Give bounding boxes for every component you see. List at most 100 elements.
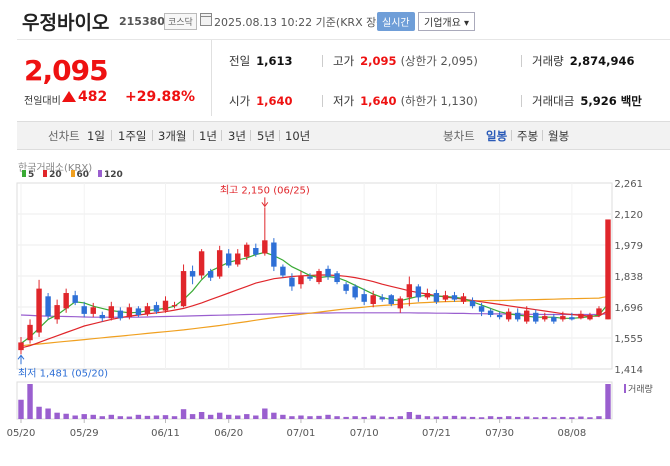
volume-bar: [27, 384, 33, 419]
candle-body: [334, 273, 340, 283]
volume-bar: [578, 416, 584, 419]
candle: [235, 249, 241, 267]
candle: [162, 296, 169, 313]
candle: [397, 296, 404, 313]
volume-plot-frame: [16, 381, 613, 420]
volume-bar: [587, 417, 593, 419]
volume-bar: [505, 416, 512, 419]
volume-bar: [36, 406, 42, 419]
volume-bar: [334, 416, 340, 419]
y-tick-label: 1,979: [614, 241, 643, 252]
candle: [271, 238, 277, 272]
volume-bar: [424, 416, 431, 419]
volume-bar: [514, 416, 521, 419]
low-arrow-head: [17, 354, 25, 360]
candle-body: [560, 316, 566, 320]
candle-body: [478, 306, 485, 312]
candle: [117, 307, 124, 321]
candle: [524, 306, 530, 324]
volume-bar: [289, 416, 295, 419]
candle: [487, 308, 494, 318]
candle-body: [496, 314, 503, 318]
company-overview-dropdown[interactable]: 기업개요 ▾: [418, 12, 475, 31]
legend-ma20: 20: [43, 170, 62, 180]
candle: [578, 310, 584, 320]
candle-body: [514, 312, 521, 320]
stat-label: 거래량: [532, 54, 564, 68]
x-tick-label: 08/08: [557, 428, 586, 439]
x-tick-label: 07/30: [485, 428, 514, 439]
volume-bar: [406, 412, 413, 419]
candle: [569, 312, 575, 321]
stat-label: 고가: [333, 54, 355, 68]
candle: [153, 301, 160, 314]
period-daily-candle[interactable]: 일봉: [486, 129, 508, 143]
candle: [424, 288, 431, 300]
candle-body: [505, 311, 512, 320]
volume-bar: [379, 416, 385, 419]
candle-body: [108, 306, 115, 319]
candle: [442, 290, 449, 302]
period-1d[interactable]: 1일: [87, 129, 105, 143]
volume-bar: [216, 412, 223, 419]
period-3y[interactable]: 3년: [228, 129, 246, 143]
candle-body: [171, 305, 178, 307]
candle-body: [235, 253, 241, 265]
period-1w[interactable]: 1주일: [118, 129, 147, 143]
stat-value: 1,613: [256, 54, 293, 68]
stat-divider: [322, 55, 323, 67]
period-monthly-candle[interactable]: 월봉: [548, 129, 570, 143]
volume-bar: [469, 416, 476, 419]
period-1y[interactable]: 1년: [199, 129, 217, 143]
candle: [433, 289, 440, 304]
volume-bar: [244, 414, 250, 419]
candle-body: [244, 244, 250, 257]
candle-body: [596, 308, 602, 315]
volume-bar: [533, 417, 539, 419]
period-5y[interactable]: 5년: [257, 129, 275, 143]
candle: [171, 301, 178, 309]
volume-bar: [325, 414, 331, 419]
period-10y[interactable]: 10년: [285, 129, 311, 143]
realtime-button[interactable]: 실시간: [377, 12, 415, 31]
candle: [361, 288, 367, 306]
volume-legend-swatch: [624, 384, 626, 393]
candle-body: [162, 300, 169, 311]
period-3m[interactable]: 3개월: [158, 129, 187, 143]
candle: [63, 288, 69, 313]
candle-body: [135, 308, 142, 315]
candle: [379, 294, 385, 302]
volume-bar: [280, 414, 286, 419]
candle: [551, 313, 557, 324]
x-tick-label: 05/29: [70, 428, 99, 439]
stock-code: 215380: [119, 15, 165, 28]
legend-ma60-label: 60: [76, 170, 90, 180]
candle-body: [36, 288, 42, 333]
candle: [605, 219, 611, 320]
stat-note: (하한가 1,130): [400, 94, 478, 108]
candle-body: [397, 298, 404, 309]
volume-bar: [478, 417, 485, 419]
candle: [343, 282, 349, 295]
candle-body: [460, 296, 467, 302]
candle: [469, 297, 476, 309]
candle-body: [343, 284, 349, 291]
volume-bar: [343, 416, 349, 419]
volume-bar: [298, 415, 304, 419]
period-weekly-candle[interactable]: 주봉: [517, 129, 539, 143]
candle: [334, 271, 340, 285]
candle: [505, 308, 512, 322]
candle: [45, 293, 51, 320]
volume-bar: [117, 416, 124, 419]
candle-body: [18, 342, 24, 351]
legend-ma5: 5: [22, 170, 34, 180]
candle: [27, 319, 33, 344]
candle: [533, 309, 539, 324]
stat-high: 고가 2,095 (상한가 2,095): [333, 53, 478, 69]
volume-bar: [524, 416, 530, 419]
stat-open: 시가 1,640: [229, 93, 293, 109]
candle: [180, 264, 187, 308]
candle-body: [90, 307, 96, 314]
candle: [388, 294, 394, 307]
